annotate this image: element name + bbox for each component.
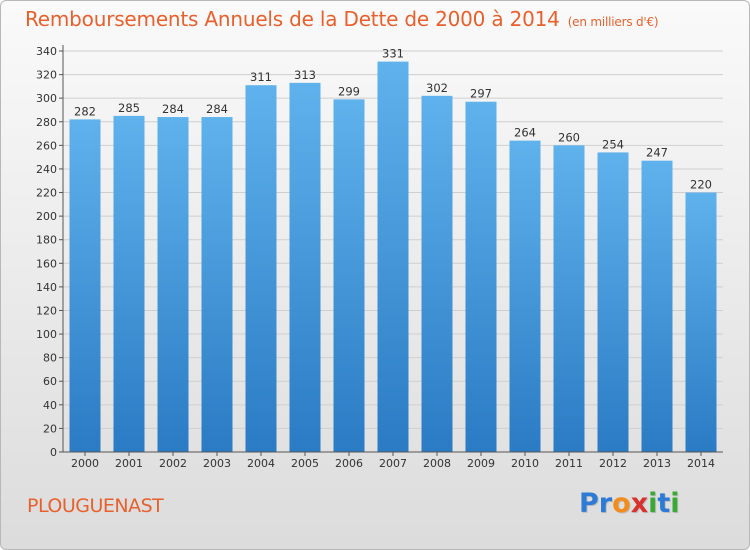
y-tick-label: 140 <box>36 281 57 294</box>
x-tick-label: 2006 <box>335 457 363 470</box>
bar-2000 <box>69 119 101 452</box>
x-tick-label: 2000 <box>71 457 99 470</box>
y-tick-label: 300 <box>36 92 57 105</box>
data-label: 282 <box>74 104 96 118</box>
y-tick-label: 260 <box>36 139 57 152</box>
commune-name: PLOUGUENAST <box>27 495 164 517</box>
data-label: 264 <box>514 126 536 140</box>
bar-2010 <box>509 140 541 452</box>
x-tick-label: 2009 <box>467 457 495 470</box>
y-tick-label: 0 <box>50 446 57 459</box>
logo-letter: x <box>630 488 649 519</box>
y-tick-label: 320 <box>36 69 57 82</box>
y-tick-label: 340 <box>36 45 57 58</box>
data-label: 311 <box>250 70 272 84</box>
x-tick-label: 2011 <box>555 457 583 470</box>
y-tick-label: 60 <box>43 375 57 388</box>
bar-2013 <box>641 160 673 452</box>
x-tick-label: 2004 <box>247 457 275 470</box>
data-label: 331 <box>382 47 404 61</box>
y-tick-label: 240 <box>36 163 57 176</box>
logo-letter: t <box>657 488 671 519</box>
bar-2001 <box>113 115 145 452</box>
x-tick-label: 2001 <box>115 457 143 470</box>
y-tick-label: 280 <box>36 116 57 129</box>
bar-2006 <box>333 99 365 452</box>
x-tick-label: 2014 <box>687 457 715 470</box>
data-label: 284 <box>206 102 228 116</box>
x-tick-label: 2010 <box>511 457 539 470</box>
data-label: 313 <box>294 68 316 82</box>
bar-chart: 282 285 284 284 311 313 299 331 302 297 264 260 254 2… <box>36 45 723 470</box>
title-text: Remboursements Annuels de la Dette de 20… <box>25 7 560 31</box>
data-label: 302 <box>426 81 448 95</box>
bars: 282 285 284 284 311 313 299 331 302 297 264 260 254 2… <box>69 47 717 452</box>
bar-2005 <box>289 82 321 452</box>
y-tick-label: 20 <box>43 422 57 435</box>
data-label: 260 <box>558 130 580 144</box>
bar-2003 <box>201 117 233 452</box>
y-tick-label: 200 <box>36 210 57 223</box>
x-tick-label: 2013 <box>643 457 671 470</box>
chart-title: Remboursements Annuels de la Dette de 20… <box>25 7 659 31</box>
x-tick-label: 2003 <box>203 457 231 470</box>
x-tick-label: 2005 <box>291 457 319 470</box>
bar-2002 <box>157 117 189 452</box>
x-tick-label: 2002 <box>159 457 187 470</box>
unit-label: (en milliers d'€) <box>567 15 659 29</box>
y-tick-label: 160 <box>36 257 57 270</box>
data-label: 297 <box>470 87 492 101</box>
data-label: 254 <box>602 137 624 151</box>
proxiti-logo: Proxiti <box>579 488 680 519</box>
bar-2004 <box>245 85 277 452</box>
logo-letter: i <box>648 488 658 519</box>
y-tick-label: 120 <box>36 304 57 317</box>
bar-2007 <box>377 61 409 452</box>
x-tick-label: 2008 <box>423 457 451 470</box>
data-label: 299 <box>338 84 360 98</box>
y-tick-label: 220 <box>36 187 57 200</box>
logo-letter: o <box>612 488 631 519</box>
data-label: 285 <box>118 101 140 115</box>
y-tick-label: 40 <box>43 399 57 412</box>
bar-2011 <box>553 145 585 452</box>
logo-letter: i <box>670 488 680 519</box>
x-tick-label: 2012 <box>599 457 627 470</box>
bar-2009 <box>465 101 497 452</box>
data-label: 247 <box>646 146 668 160</box>
data-label: 220 <box>690 178 712 192</box>
axes: 0 20 40 60 80 100 120 140 160 180 200 220 240 260 280 3… <box>36 45 723 470</box>
logo-letter: P <box>579 488 599 519</box>
logo-letter: r <box>598 488 613 519</box>
data-label: 284 <box>162 102 184 116</box>
x-tick-label: 2007 <box>379 457 407 470</box>
bar-2008 <box>421 95 453 452</box>
y-tick-label: 80 <box>43 352 57 365</box>
bar-2012 <box>597 152 629 452</box>
bar-2014 <box>685 192 717 452</box>
y-tick-label: 180 <box>36 234 57 247</box>
y-tick-label: 100 <box>36 328 57 341</box>
